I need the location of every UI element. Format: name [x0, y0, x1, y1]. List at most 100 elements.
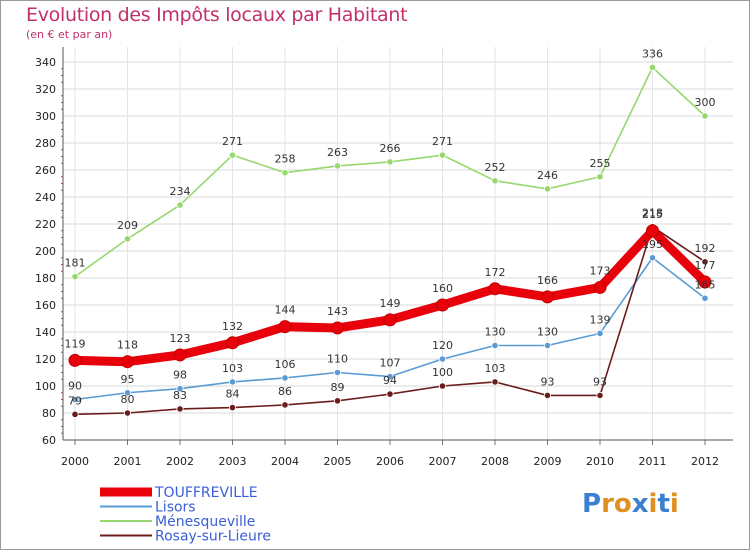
data-label: 258: [275, 153, 296, 166]
data-point: [596, 329, 604, 337]
logo-letter: r: [601, 489, 614, 519]
y-minor-tick: [61, 257, 63, 259]
y-tick-label: 260: [35, 164, 56, 177]
x-tick-label: 2010: [586, 455, 614, 468]
y-minor-tick: [61, 365, 63, 367]
data-point: [228, 378, 237, 386]
data-label: 266: [380, 142, 401, 155]
data-point: [438, 382, 447, 390]
data-point: [68, 353, 82, 367]
data-label: 123: [170, 332, 191, 345]
data-label: 132: [222, 320, 243, 333]
data-label: 83: [173, 389, 187, 402]
y-tick-label: 300: [35, 110, 56, 123]
y-minor-tick: [61, 102, 63, 103]
data-point: [278, 320, 292, 334]
y-minor-tick: [61, 68, 63, 70]
legend-label: TOUFFREVILLE: [154, 485, 258, 501]
data-point: [386, 372, 394, 381]
legend-label: Rosay-sur-Lieure: [155, 529, 271, 545]
data-point: [123, 389, 132, 397]
y-minor-tick: [61, 351, 63, 353]
data-point: [491, 378, 499, 386]
y-tick-label: 220: [35, 218, 56, 231]
data-point: [281, 374, 289, 382]
data-label: 166: [537, 274, 558, 287]
y-tick-label: 80: [42, 407, 56, 420]
data-point: [648, 63, 657, 72]
proxiti-logo: Proxiti: [582, 489, 679, 519]
y-minor-tick: [61, 156, 63, 157]
x-tick-label: 2000: [61, 455, 89, 468]
y-minor-tick: [61, 291, 63, 292]
data-point: [333, 397, 342, 405]
data-label: 215: [642, 208, 663, 221]
data-point: [646, 224, 659, 238]
data-label: 246: [537, 169, 558, 182]
data-point: [491, 177, 499, 185]
y-minor-tick: [61, 426, 63, 427]
data-point: [386, 390, 394, 398]
chart-subtitle: (en € et par an): [26, 28, 113, 41]
data-label: 103: [485, 362, 506, 375]
data-label: 218: [642, 207, 663, 220]
y-tick-label: 140: [35, 326, 56, 339]
data-point: [281, 401, 289, 409]
y-minor-tick: [61, 392, 63, 394]
data-label: 192: [695, 242, 716, 255]
data-label: 119: [65, 337, 86, 350]
data-label: 120: [432, 339, 453, 352]
y-minor-tick: [61, 419, 63, 421]
data-point: [543, 391, 552, 400]
data-point: [701, 112, 709, 120]
x-tick-label: 2004: [271, 455, 299, 468]
data-point: [331, 321, 344, 335]
x-tick-label: 2006: [376, 455, 404, 468]
y-minor-tick: [61, 189, 63, 191]
x-tick-label: 2002: [166, 455, 194, 468]
y-minor-tick: [61, 243, 63, 245]
data-label: 95: [121, 373, 135, 386]
y-minor-tick: [61, 284, 63, 286]
data-label: 209: [117, 219, 138, 232]
data-label: 181: [65, 257, 86, 270]
y-tick-label: 320: [35, 83, 56, 96]
data-point: [596, 173, 604, 181]
y-tick-label: 60: [42, 434, 56, 447]
data-point: [593, 280, 607, 294]
y-minor-tick: [61, 216, 63, 218]
data-label: 252: [485, 161, 506, 174]
x-tick-label: 2012: [691, 455, 719, 468]
y-minor-tick: [61, 135, 63, 137]
data-point: [436, 298, 449, 312]
data-label: 110: [327, 353, 348, 366]
y-minor-tick: [61, 162, 63, 164]
data-label: 165: [695, 278, 716, 291]
data-label: 173: [590, 264, 611, 277]
y-minor-tick: [61, 122, 63, 124]
data-label: 107: [380, 357, 401, 370]
data-label: 93: [593, 375, 607, 388]
y-tick-label: 340: [35, 56, 56, 69]
y-minor-tick: [61, 378, 63, 380]
data-point: [701, 294, 709, 302]
data-point: [173, 348, 187, 362]
y-tick-label: 180: [35, 272, 56, 285]
data-point: [648, 254, 657, 262]
data-point: [543, 341, 552, 350]
y-minor-tick: [61, 264, 63, 265]
y-minor-tick: [61, 432, 63, 434]
logo-letter: i: [648, 489, 658, 519]
data-point: [333, 368, 342, 377]
data-label: 160: [432, 282, 453, 295]
y-minor-tick: [61, 95, 63, 97]
data-label: 100: [432, 366, 453, 379]
data-point: [438, 151, 447, 159]
logo-letter: i: [669, 489, 679, 519]
y-tick-label: 200: [35, 245, 56, 258]
x-tick-label: 2003: [219, 455, 247, 468]
x-tick-label: 2008: [481, 455, 509, 468]
data-label: 336: [642, 47, 663, 60]
y-tick-label: 160: [35, 299, 56, 312]
